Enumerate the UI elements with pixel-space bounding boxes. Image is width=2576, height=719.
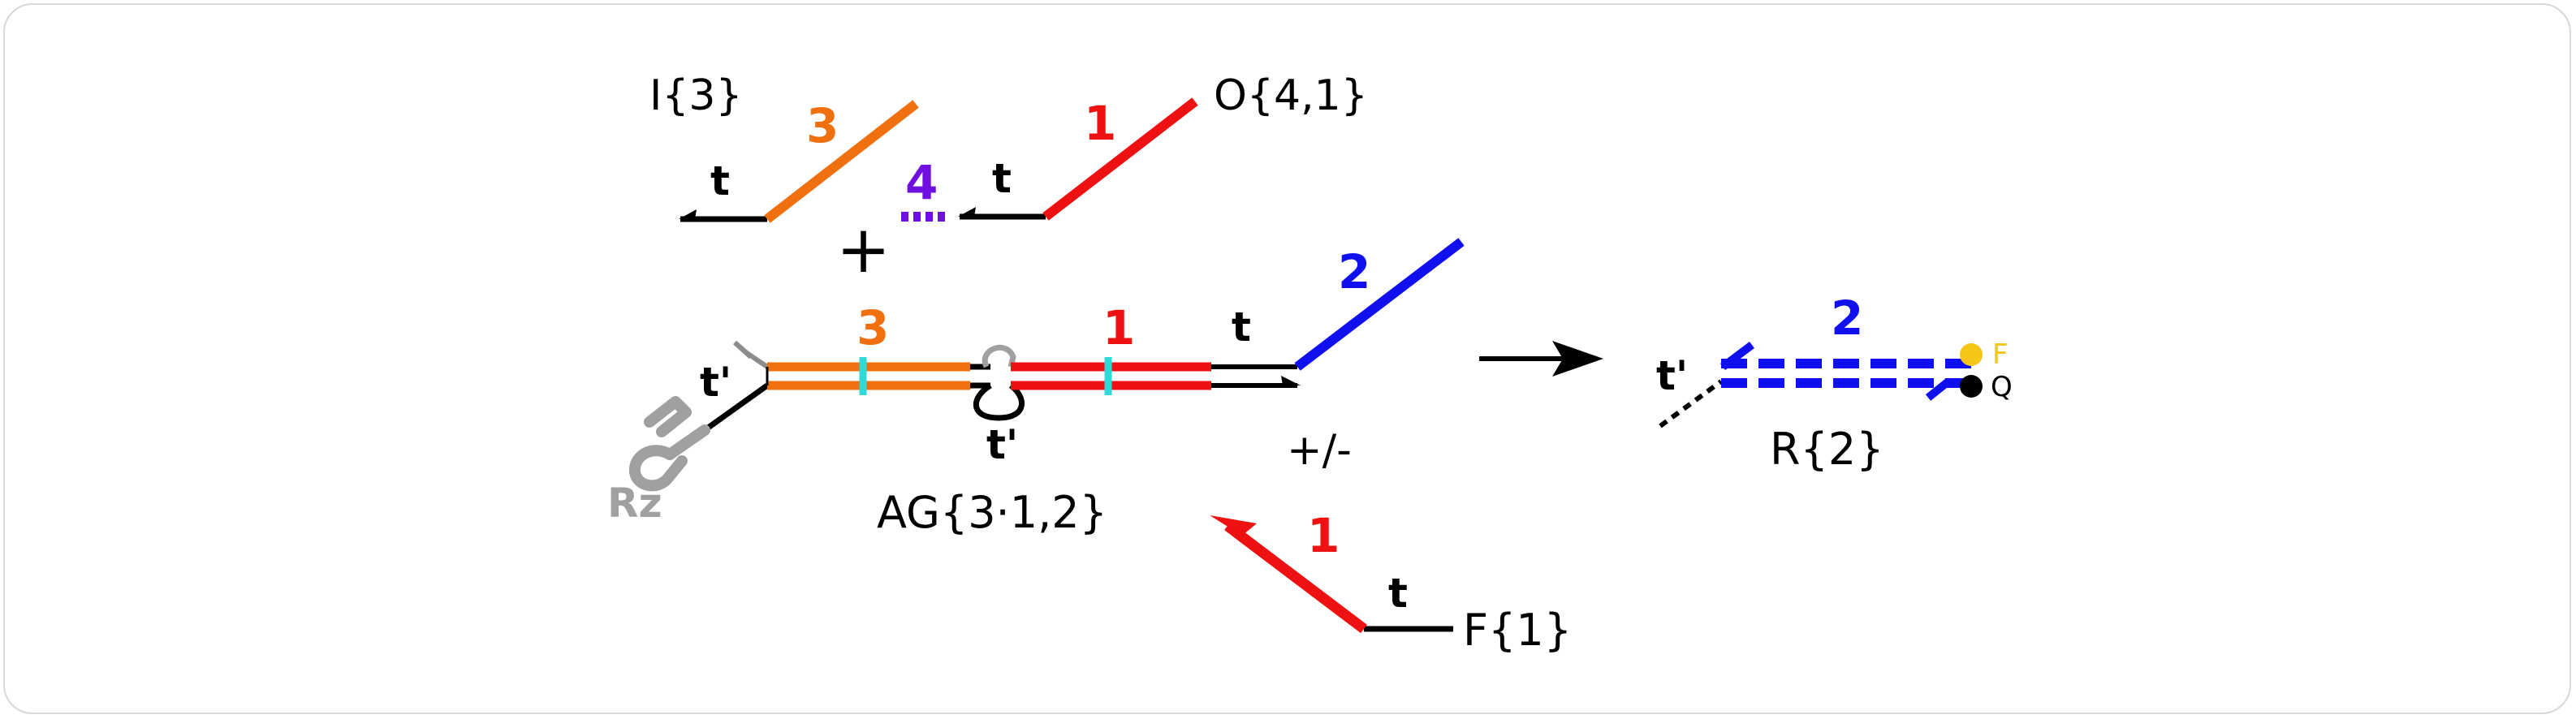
domain-4-label: 4 (905, 155, 938, 210)
fuel-toehold-label: t (1388, 570, 1408, 617)
gate-complex: t' Rz 3 t' 1 t (607, 238, 1465, 538)
reporter-tprime-label: t' (1656, 352, 1688, 399)
reporter-complex: t' F Q 2 R{2} (1656, 291, 2013, 475)
gate-top-left-end (732, 340, 769, 369)
reporter-top-end (1720, 342, 1754, 370)
quencher-label: Q (1991, 371, 2013, 403)
ribozyme-hairpin-icon (629, 396, 710, 492)
reporter-bottom-end (1925, 378, 1952, 401)
hairpin-loop-icon (973, 383, 1025, 421)
output-domain-1-label: 1 (1084, 96, 1116, 151)
input-strand: I{3} t 3 (649, 71, 919, 223)
output-3prime-end (958, 207, 976, 217)
reporter-label: R{2} (1770, 424, 1884, 475)
gate-top-loop (982, 344, 1016, 368)
fuel-strand: t 1 F{1} (1210, 508, 1572, 656)
fuel-3prime-end (1210, 515, 1257, 536)
input-toehold-label: t (710, 157, 730, 205)
fluorophore-label: F (1992, 338, 2009, 371)
gate-domain-2 (1294, 238, 1465, 371)
reporter-tail (1659, 379, 1723, 428)
input-domain-3-label: 3 (806, 98, 839, 153)
ribozyme-label: Rz (607, 480, 662, 527)
gate-domain-2-label: 2 (1338, 244, 1370, 299)
plus-minus-label: +/- (1287, 426, 1352, 475)
domain-4-fragment: 4 (901, 155, 950, 222)
output-strand: t 1 O{4,1} (958, 71, 1368, 221)
gate-bottom-3prime-end (1281, 376, 1301, 385)
output-label: O{4,1} (1214, 71, 1368, 120)
gate-left-tprime-label: t' (700, 359, 731, 406)
output-domain-1 (1042, 97, 1198, 221)
reporter-domain-2-label: 2 (1831, 291, 1863, 346)
gate-left-tail (702, 383, 770, 433)
quencher-dot (1960, 375, 1983, 398)
gate-label: AG{3·1,2} (877, 487, 1107, 538)
gate-domain-1-label: 1 (1102, 300, 1135, 355)
input-3prime-end (679, 209, 697, 219)
gate-loop-tprime-label: t' (986, 421, 1018, 468)
plus-sign: + (836, 212, 891, 287)
gate-toehold-label: t (1232, 304, 1251, 351)
fuel-domain-1 (1224, 521, 1367, 634)
fuel-domain-1-label: 1 (1307, 508, 1340, 563)
figure-frame (3, 3, 2571, 714)
output-toehold-label: t (992, 155, 1012, 202)
input-label: I{3} (649, 71, 743, 120)
input-domain-3 (764, 100, 919, 223)
fluorophore-dot (1960, 343, 1983, 366)
fuel-label: F{1} (1463, 605, 1572, 656)
right-arrow-icon (1479, 341, 1603, 377)
gate-domain-3-label: 3 (857, 300, 889, 355)
